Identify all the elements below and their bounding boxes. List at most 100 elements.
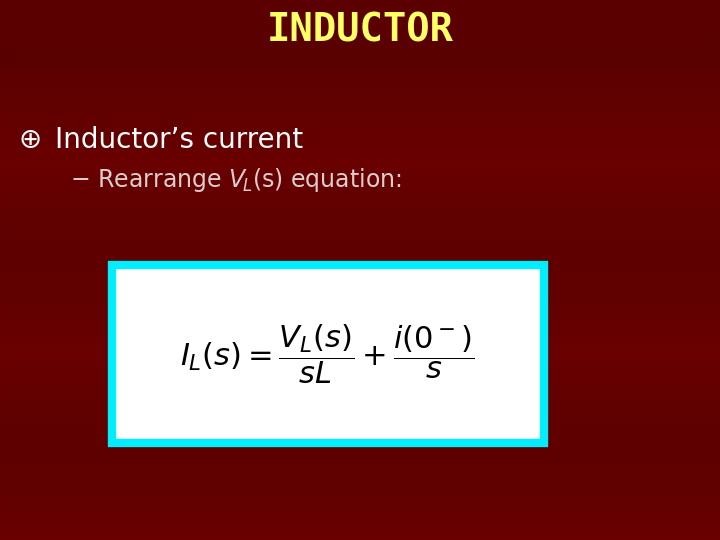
Text: INDUCTOR: INDUCTOR — [266, 11, 454, 49]
Bar — [0, 420, 720, 422]
Bar — [0, 80, 720, 82]
Bar — [0, 230, 720, 232]
Bar — [0, 186, 720, 188]
Bar — [0, 302, 720, 304]
Bar — [0, 152, 720, 154]
Text: ⊕: ⊕ — [19, 126, 42, 154]
Bar — [0, 386, 720, 388]
Bar — [0, 158, 720, 160]
Bar — [0, 324, 720, 326]
Bar — [0, 300, 720, 302]
Bar — [0, 268, 720, 270]
Bar — [0, 240, 720, 242]
Bar — [0, 312, 720, 314]
Bar — [0, 370, 720, 372]
Bar — [0, 226, 720, 228]
Bar — [0, 488, 720, 490]
Bar — [0, 388, 720, 390]
Bar — [0, 320, 720, 322]
Bar — [0, 492, 720, 494]
Bar — [0, 172, 720, 174]
Bar — [0, 0, 720, 2]
Bar — [0, 216, 720, 218]
Bar — [0, 344, 720, 346]
Bar — [0, 96, 720, 98]
Bar — [0, 426, 720, 428]
Bar — [0, 198, 720, 200]
Bar — [0, 10, 720, 12]
Bar — [0, 260, 720, 262]
Bar — [0, 16, 720, 18]
Bar — [0, 70, 720, 72]
Bar — [0, 536, 720, 538]
Bar — [0, 94, 720, 96]
Bar — [0, 348, 720, 350]
Bar — [0, 20, 720, 22]
Bar — [0, 62, 720, 64]
Bar — [0, 122, 720, 124]
Bar — [0, 214, 720, 216]
Bar — [0, 442, 720, 444]
Bar — [0, 222, 720, 224]
Bar — [0, 394, 720, 396]
Bar — [0, 258, 720, 260]
Bar — [0, 504, 720, 506]
Text: $I_L(s) = \dfrac{V_L(s)}{sL} + \dfrac{i(0^-)}{s}$: $I_L(s) = \dfrac{V_L(s)}{sL} + \dfrac{i(… — [181, 322, 474, 386]
Bar — [0, 194, 720, 196]
Bar — [0, 444, 720, 446]
Bar — [0, 290, 720, 292]
Bar — [0, 514, 720, 516]
Bar — [0, 378, 720, 380]
Bar — [0, 0, 720, 70]
Bar — [0, 204, 720, 206]
Bar — [0, 314, 720, 316]
Bar — [0, 358, 720, 360]
Bar — [0, 432, 720, 434]
Bar — [0, 524, 720, 526]
Bar — [0, 380, 720, 382]
Bar — [0, 84, 720, 86]
Bar — [0, 38, 720, 40]
Bar — [0, 316, 720, 318]
Bar — [0, 140, 720, 142]
Bar — [0, 148, 720, 150]
Bar — [0, 484, 720, 486]
Bar — [0, 440, 720, 442]
Bar — [0, 28, 720, 30]
Bar — [0, 2, 720, 4]
Bar — [0, 14, 720, 16]
Bar — [0, 252, 720, 254]
Bar — [0, 112, 720, 114]
Bar — [0, 306, 720, 308]
Bar — [0, 346, 720, 348]
Bar — [0, 412, 720, 414]
Bar — [0, 106, 720, 108]
Bar — [0, 490, 720, 492]
Bar — [0, 526, 720, 528]
Bar — [0, 390, 720, 392]
Bar — [0, 188, 720, 190]
Bar — [0, 90, 720, 92]
Bar — [0, 518, 720, 520]
Bar — [0, 178, 720, 180]
Bar — [0, 354, 720, 356]
Bar — [0, 232, 720, 234]
Bar — [0, 192, 720, 194]
Bar — [0, 476, 720, 478]
Text: Inductor’s current: Inductor’s current — [55, 126, 303, 154]
Bar — [0, 280, 720, 282]
Bar — [0, 474, 720, 476]
Bar — [0, 464, 720, 466]
Bar — [0, 296, 720, 298]
Bar — [0, 142, 720, 144]
Bar — [0, 12, 720, 14]
Bar — [0, 124, 720, 126]
Bar — [0, 292, 720, 294]
Bar — [0, 242, 720, 244]
Bar — [0, 402, 720, 404]
Bar — [0, 250, 720, 252]
Bar — [0, 138, 720, 140]
Bar — [0, 126, 720, 128]
Bar — [0, 104, 720, 106]
Bar — [0, 382, 720, 384]
